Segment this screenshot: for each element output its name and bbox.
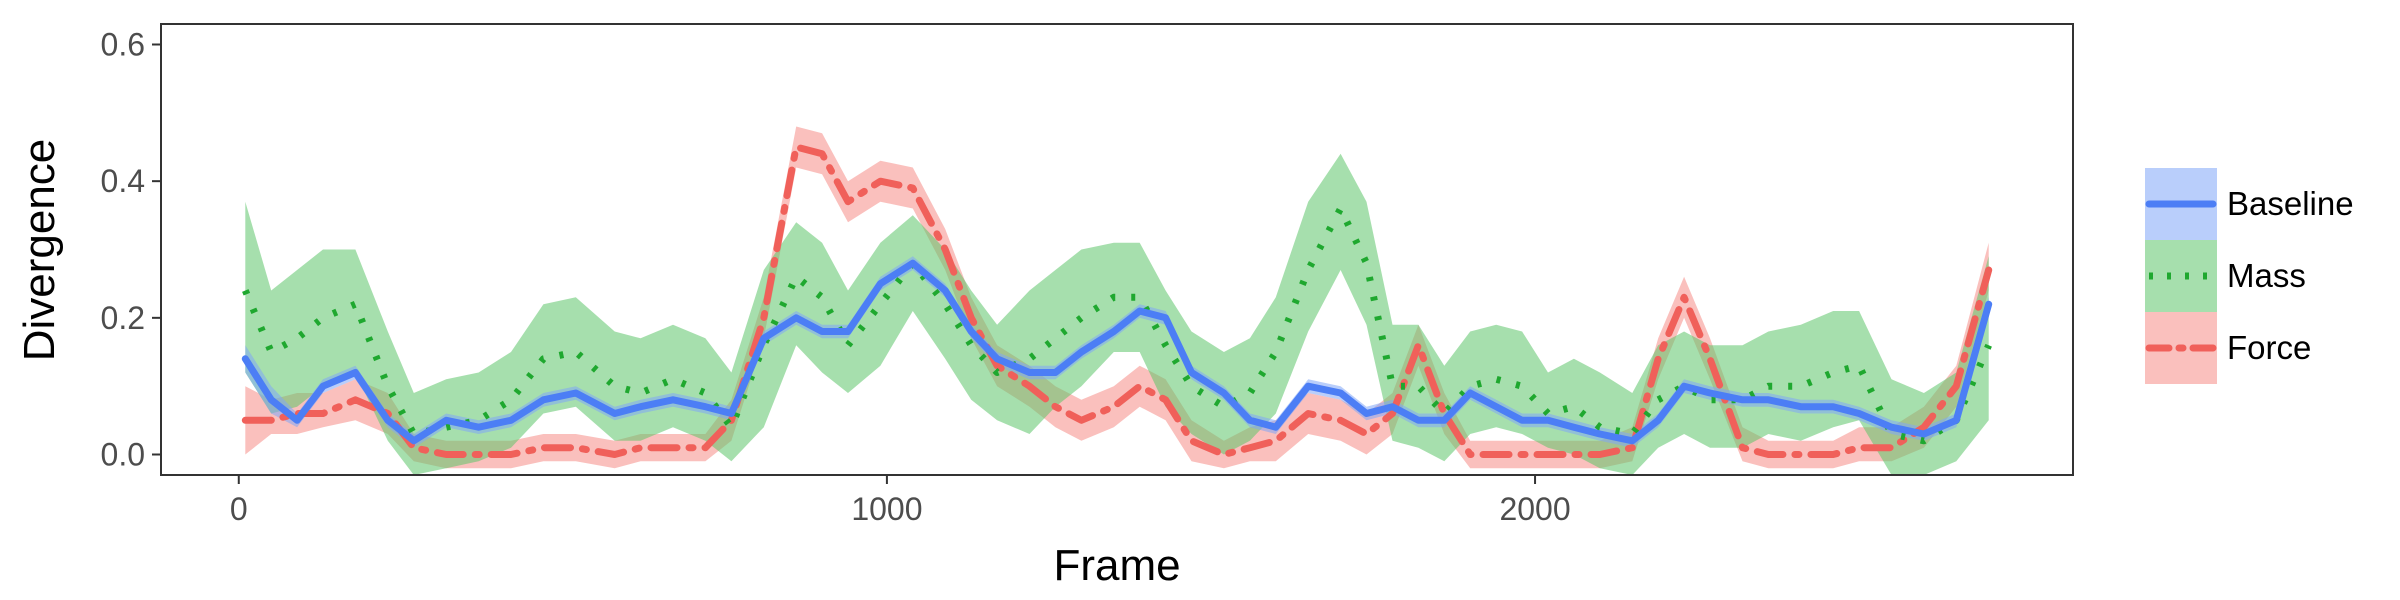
legend-item-mass: Mass xyxy=(2145,240,2306,312)
line-mass xyxy=(242,205,1992,445)
y-tick-label: 0.6 xyxy=(101,27,145,63)
legend: Baseline Mass Force xyxy=(2145,168,2354,384)
y-axis-title: Divergence xyxy=(15,139,64,362)
legend-item-baseline: Baseline xyxy=(2145,168,2354,240)
x-tick-label: 1000 xyxy=(851,491,922,527)
y-tick-label: 0.0 xyxy=(101,437,145,473)
legend-label: Mass xyxy=(2227,257,2306,294)
x-tick-label: 2000 xyxy=(1499,491,1570,527)
x-tick-label: 0 xyxy=(230,491,248,527)
y-axis: 0.0 0.2 0.4 0.6 xyxy=(101,27,161,473)
legend-label: Force xyxy=(2227,329,2311,366)
y-tick-label: 0.2 xyxy=(101,300,145,336)
legend-item-force: Force xyxy=(2145,312,2311,384)
series-lines xyxy=(241,143,1993,458)
line-force xyxy=(241,143,1993,458)
x-axis: 0 1000 2000 xyxy=(230,475,1571,527)
y-tick-label: 0.4 xyxy=(101,163,145,199)
band-mass xyxy=(245,153,1989,475)
x-axis-title: Frame xyxy=(1053,541,1180,590)
plot-panel-border xyxy=(160,23,2074,476)
line-baseline xyxy=(241,259,1993,445)
legend-label: Baseline xyxy=(2227,185,2354,222)
